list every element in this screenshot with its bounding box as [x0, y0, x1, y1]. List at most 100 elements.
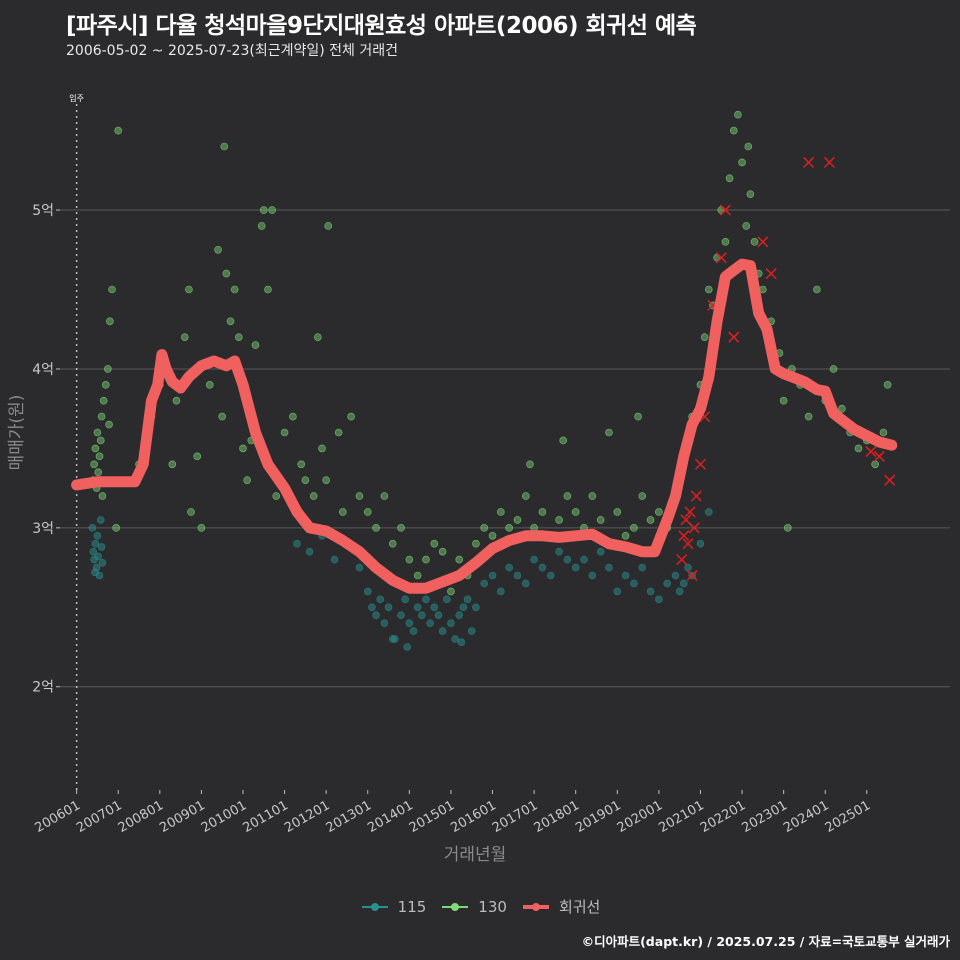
highlight-cross — [676, 554, 688, 566]
series-130-point — [197, 524, 206, 532]
series-115-point — [638, 563, 647, 572]
x-tick-label: 201401 — [365, 798, 415, 836]
series-115-point — [630, 579, 638, 588]
series-115-point — [97, 543, 106, 551]
regression-line — [71, 258, 898, 594]
series-130-point — [95, 452, 104, 461]
series-115-point — [93, 531, 102, 540]
series-130-point — [480, 524, 489, 532]
series-130-point — [588, 492, 597, 500]
series-115-point — [480, 579, 489, 588]
series-130-point — [289, 412, 297, 421]
x-axis-title: 거래년월 — [444, 845, 507, 865]
series-130-point — [259, 206, 268, 214]
series-130-point — [883, 381, 892, 389]
series-130-point — [106, 317, 114, 326]
series-130-point — [779, 396, 788, 405]
series-115-point — [571, 563, 580, 572]
series-130-point — [239, 444, 247, 453]
series-130-point — [447, 587, 455, 596]
series-115-point — [621, 571, 630, 580]
highlight-cross — [873, 450, 885, 462]
series-130-point — [314, 333, 322, 341]
series-115-point — [98, 558, 107, 567]
series-130-point — [205, 381, 214, 389]
highlight-crosses — [676, 156, 896, 582]
x-tick-label: 201001 — [199, 798, 249, 836]
series-115-point — [355, 563, 364, 572]
series-115-point — [497, 587, 505, 596]
series-130-point — [505, 524, 513, 532]
regression-line-layer — [71, 258, 898, 594]
series-130-point — [347, 412, 355, 421]
series-115-point — [696, 539, 705, 548]
gridlines — [60, 209, 950, 688]
series-115-point — [442, 595, 451, 604]
highlight-cross — [682, 538, 694, 550]
series-115-point — [96, 516, 105, 524]
series-130-point — [413, 571, 422, 580]
move-in-annotation: 입주 — [69, 94, 84, 790]
highlight-cross — [694, 458, 706, 470]
series-130-point — [105, 420, 113, 429]
legend-item-regression[interactable]: 회귀선 — [521, 896, 600, 917]
highlight-cross — [686, 569, 698, 582]
series-130-point — [571, 508, 580, 516]
series-130-point — [634, 412, 642, 421]
series-130-point — [318, 444, 326, 453]
legend-item-130[interactable]: 130 — [440, 898, 507, 916]
series-130-point — [530, 524, 538, 532]
series-115-point — [418, 611, 426, 620]
series-130-points — [89, 110, 892, 596]
series-130-point — [613, 508, 622, 516]
series-130-point — [243, 476, 251, 484]
series-130-point — [230, 285, 239, 294]
highlight-cross — [823, 156, 835, 168]
legend-label-130: 130 — [478, 897, 507, 916]
series-130-point — [251, 341, 260, 349]
series-130-point — [559, 436, 568, 445]
series-115-point — [413, 603, 422, 612]
series-130-point — [646, 516, 655, 524]
series-130-point — [363, 508, 372, 516]
series-115-point — [88, 524, 97, 532]
series-115-point — [94, 552, 103, 561]
y-tick-label: 5억 — [32, 203, 54, 219]
series-130-point — [854, 444, 863, 453]
legend-item-115[interactable]: 115 — [360, 898, 426, 916]
series-130-point — [738, 158, 746, 167]
series-130-point — [742, 222, 751, 230]
series-115-point — [663, 579, 671, 588]
series-130-point — [784, 524, 792, 532]
series-130-point — [725, 174, 734, 183]
series-115-point — [671, 571, 680, 580]
series-115-point — [305, 547, 314, 556]
series-115-point — [380, 619, 389, 627]
series-130-point — [871, 460, 879, 469]
series-115-point — [655, 595, 663, 604]
x-tick-label: 201901 — [573, 798, 623, 836]
x-tick-label: 201201 — [282, 798, 332, 836]
series-115-point — [89, 547, 98, 556]
series-115-point — [405, 619, 414, 627]
series-130-point — [372, 524, 380, 532]
legend: 115 130 회귀선 — [0, 896, 960, 917]
series-130-point — [309, 492, 318, 500]
series-115-point — [426, 619, 434, 627]
series-115-point — [563, 555, 572, 564]
series-130-point — [355, 492, 364, 500]
series-130-point — [272, 492, 281, 500]
series-115-point — [330, 555, 339, 564]
series-130-point — [235, 333, 243, 341]
highlight-cross — [757, 236, 769, 248]
highlight-cross — [684, 506, 696, 518]
series-115-point — [376, 595, 385, 604]
series-115-point — [363, 587, 372, 596]
x-tick-label: 201701 — [490, 798, 540, 836]
series-115-point — [555, 547, 563, 556]
legend-key-115-icon — [360, 901, 390, 913]
legend-label-regression: 회귀선 — [558, 898, 601, 916]
series-115-point — [293, 539, 301, 548]
x-tick-label: 202401 — [781, 798, 831, 836]
